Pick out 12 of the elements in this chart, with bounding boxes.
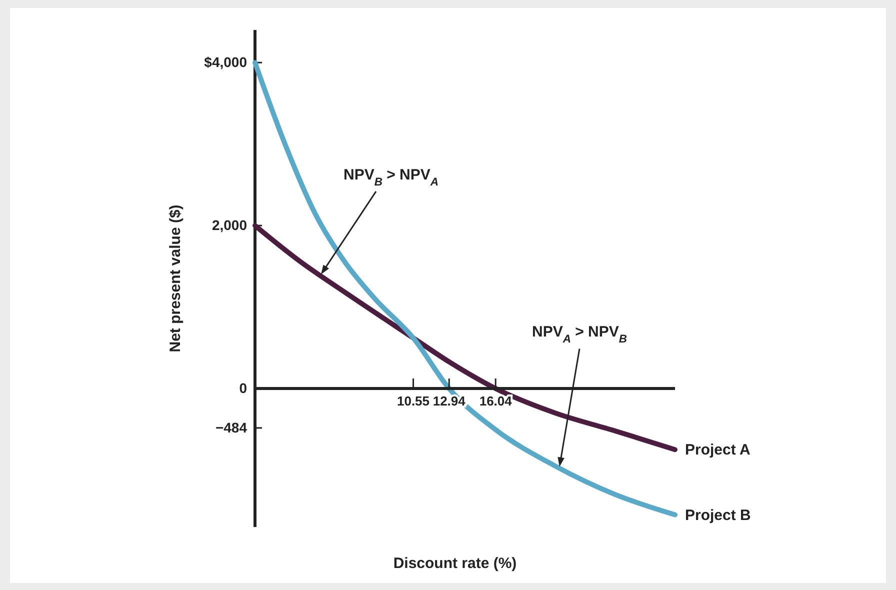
y-tick-label: 2,000 [212,217,248,234]
x-axis-title: Discount rate (%) [393,555,517,572]
y-tick-label: $4,000 [204,54,248,70]
y-tick-label: −484 [215,419,248,436]
x-tick-label: 10.55 [396,394,430,409]
series-label: Project A [685,442,750,459]
y-axis-title: Net present value ($) [167,204,184,352]
annotation: NPV$_{A}$ > NPV$_{B}$ [532,324,628,346]
y-tick-label: 0 [239,380,248,396]
series-label: Project B [685,506,752,524]
annotation: NPV$_{B}$ > NPV$_{A}$ [343,166,439,188]
x-tick-label: 16.04 [479,394,513,409]
